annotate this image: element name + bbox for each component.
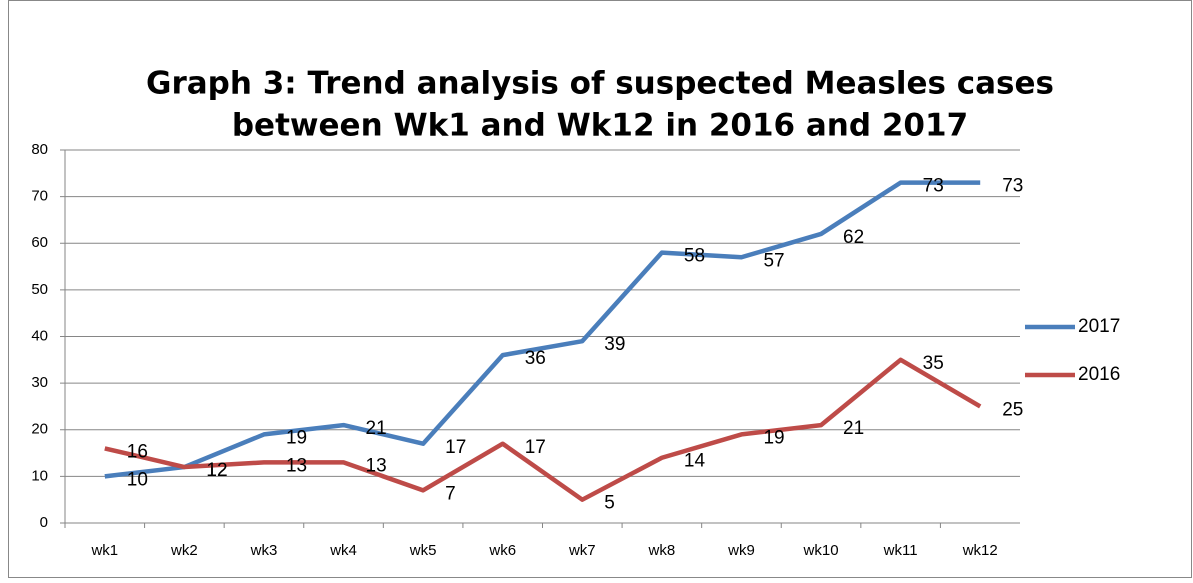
y-tick-label: 70 xyxy=(31,188,48,205)
data-label: 19 xyxy=(763,427,784,448)
data-label: 25 xyxy=(1002,399,1023,420)
data-label: 21 xyxy=(366,418,387,439)
series-line xyxy=(104,180,981,479)
y-tick-label: 80 xyxy=(31,141,48,158)
x-tick-label: wk5 xyxy=(409,542,437,559)
y-tick-label: 20 xyxy=(31,421,48,438)
data-label: 17 xyxy=(445,437,466,458)
x-tick-label: wk11 xyxy=(883,542,918,559)
data-label: 21 xyxy=(843,418,864,439)
y-tick-label: 50 xyxy=(31,281,48,298)
y-tick-label: 30 xyxy=(31,374,48,391)
x-tick-label: wk2 xyxy=(170,542,198,559)
x-tick-label: wk7 xyxy=(568,542,596,559)
data-label: 10 xyxy=(127,469,148,490)
data-label: 13 xyxy=(366,455,387,476)
data-label: 39 xyxy=(604,334,625,355)
data-label: 58 xyxy=(684,246,705,267)
x-tick-label: wk4 xyxy=(329,542,357,559)
data-label: 57 xyxy=(763,250,784,271)
legend-label: 2016 xyxy=(1078,364,1120,385)
x-tick-label: wk1 xyxy=(90,542,118,559)
data-label: 12 xyxy=(206,460,227,481)
x-tick-label: wk12 xyxy=(962,542,998,559)
x-tick-label: wk3 xyxy=(250,542,278,559)
data-label: 17 xyxy=(525,437,546,458)
data-label: 19 xyxy=(286,427,307,448)
data-label: 35 xyxy=(923,353,944,374)
y-tick-label: 40 xyxy=(31,327,48,344)
series-line xyxy=(104,357,982,502)
chart-frame xyxy=(8,0,1192,578)
x-tick-label: wk10 xyxy=(803,542,839,559)
x-tick-label: wk8 xyxy=(648,542,676,559)
data-label: 16 xyxy=(127,441,148,462)
data-label: 73 xyxy=(923,176,944,197)
x-tick-label: wk9 xyxy=(727,542,755,559)
data-label: 14 xyxy=(684,451,706,472)
data-label: 36 xyxy=(525,348,546,369)
chart-title: Graph 3: Trend analysis of suspected Mea… xyxy=(146,66,1054,102)
y-tick-label: 0 xyxy=(40,514,48,531)
chart-title: between Wk1 and Wk12 in 2016 and 2017 xyxy=(232,108,968,144)
data-label: 5 xyxy=(604,493,615,514)
legend-label: 2017 xyxy=(1078,316,1120,337)
y-tick-label: 60 xyxy=(31,234,48,251)
data-label: 62 xyxy=(843,227,864,248)
data-label: 13 xyxy=(286,455,307,476)
x-tick-label: wk6 xyxy=(488,542,516,559)
data-label: 7 xyxy=(445,483,456,504)
data-label: 73 xyxy=(1002,176,1023,197)
y-tick-label: 10 xyxy=(31,467,48,484)
